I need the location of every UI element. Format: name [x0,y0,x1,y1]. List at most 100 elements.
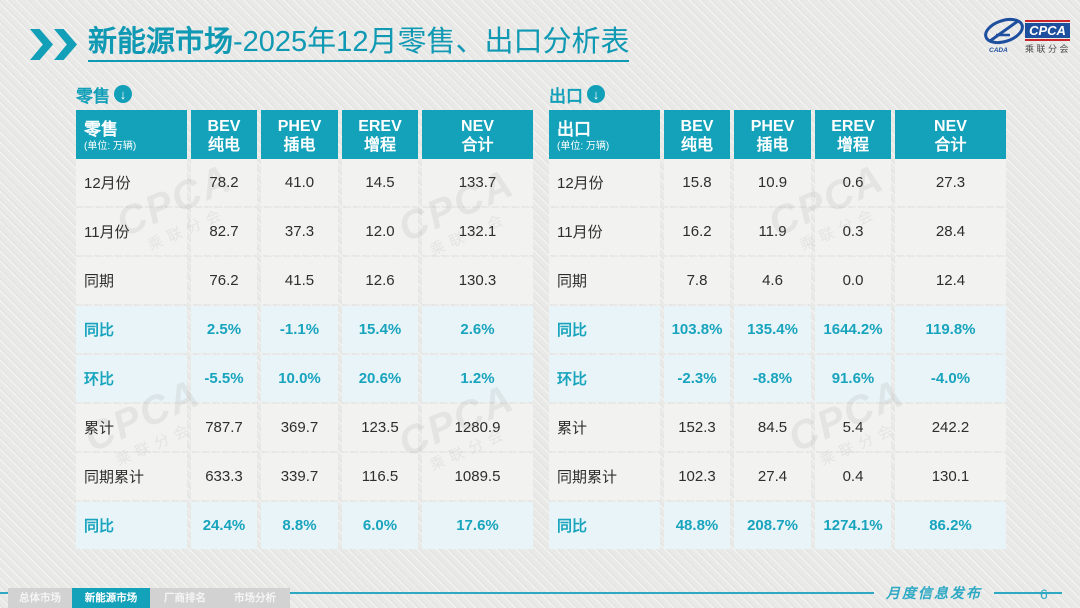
tab-2[interactable]: 新能源市场 [72,588,150,608]
footer-rule: 月度信息发布 [0,583,1062,603]
table-cell: 102.3 [664,453,730,500]
table-cell: 208.7% [734,502,811,549]
table-cell: 15.8 [664,159,730,206]
tab-3[interactable]: 厂商排名 [164,592,206,604]
column-header: EREV 增程 [342,110,418,164]
table-cell: 0.0 [815,257,891,304]
table-cell: 41.5 [261,257,338,304]
table-unit-note: (单位: 万辆) [557,140,610,152]
export-section-header: 出口 ↓ [549,83,1006,106]
down-arrow-icon: ↓ [587,85,605,103]
table-unit-note: (单位: 万辆) [84,140,137,152]
row-label: 同期 [549,257,660,304]
table-cell: 15.4% [342,306,418,353]
tab-1[interactable]: 总体市场 [19,592,61,604]
table-cell: 123.5 [342,404,418,451]
column-header: NEV 合计 [422,110,533,164]
table-cell: -8.8% [734,355,811,402]
table-cell: 0.3 [815,208,891,255]
row-label: 累计 [549,404,660,451]
table-cell: 82.7 [191,208,257,255]
table-cell: 27.4 [734,453,811,500]
table-cell: 2.6% [422,306,533,353]
table-cell: 787.7 [191,404,257,451]
row-label: 11月份 [549,208,660,255]
table-cell: 1.2% [422,355,533,402]
table-cell: 5.4 [815,404,891,451]
table-cell: 28.4 [895,208,1006,255]
column-header: EREV 增程 [815,110,891,164]
table-corner-header: 零售 (单位: 万辆) [76,110,187,164]
logo-cpca-text: CPCA [1029,23,1066,38]
row-label: 环比 [549,355,660,402]
table-corner-title: 零售 [84,120,118,140]
table-cell: 2.5% [191,306,257,353]
footer-caption: 月度信息发布 [886,587,982,602]
table-cell: 86.2% [895,502,1006,549]
retail-table: 零售 (单位: 万辆) BEV 纯电 PHEV 插电 EREV 增程 NEV 合计 12月份 78.2… [76,110,533,549]
page-title: 新能源市场-2025年12月零售、出口分析表 [88,26,630,62]
row-label: 同期累计 [549,453,660,500]
table-cell: 8.8% [261,502,338,549]
table-cell: 84.5 [734,404,811,451]
table-cell: 20.6% [342,355,418,402]
table-cell: 14.5 [342,159,418,206]
table-cell: 24.4% [191,502,257,549]
table-cell: -5.5% [191,355,257,402]
column-header: BEV 纯电 [664,110,730,164]
table-cell: 17.6% [422,502,533,549]
table-cell: 369.7 [261,404,338,451]
table-cell: 119.8% [895,306,1006,353]
slide-header: 新能源市场-2025年12月零售、出口分析表 [30,26,630,62]
table-cell: 10.0% [261,355,338,402]
table-cell: 4.6 [734,257,811,304]
row-label: 同比 [549,306,660,353]
table-cell: 1280.9 [422,404,533,451]
table-cell: 0.6 [815,159,891,206]
row-label: 环比 [76,355,187,402]
table-cell: 76.2 [191,257,257,304]
row-label: 12月份 [76,159,187,206]
table-cell: 242.2 [895,404,1006,451]
tab-4[interactable]: 市场分析 [234,592,276,604]
table-cell: 37.3 [261,208,338,255]
row-label: 同比 [549,502,660,549]
table-cell: 7.8 [664,257,730,304]
table-cell: 339.7 [261,453,338,500]
table-cell: -2.3% [664,355,730,402]
retail-section-label: 零售 [76,86,110,106]
export-table: 出口 (单位: 万辆) BEV 纯电 PHEV 插电 EREV 增程 NEV 合计 12月份 15.8… [549,110,1006,549]
row-label: 同比 [76,306,187,353]
table-cell: 91.6% [815,355,891,402]
export-section-label: 出口 [549,86,583,106]
table-cell: 116.5 [342,453,418,500]
table-cell: 11.9 [734,208,811,255]
table-cell: 6.0% [342,502,418,549]
page-number: 6 [1040,586,1048,602]
logo-subtitle: 乘联分会 [1025,43,1071,54]
table-cell: 1274.1% [815,502,891,549]
table-corner-header: 出口 (单位: 万辆) [549,110,660,164]
column-header: BEV 纯电 [191,110,257,164]
table-corner-title: 出口 [557,120,591,140]
row-label: 同比 [76,502,187,549]
cpca-logo: CADA CPCA 乘联分会 [982,14,1072,63]
table-cell: 130.3 [422,257,533,304]
row-label: 累计 [76,404,187,451]
column-header: NEV 合计 [895,110,1006,164]
page-title-rest: -2025年12月零售、出口分析表 [233,26,630,58]
table-cell: 12.6 [342,257,418,304]
row-label: 同期 [76,257,187,304]
double-chevron-icon [30,28,78,60]
column-header: PHEV 插电 [261,110,338,164]
table-cell: 12.4 [895,257,1006,304]
table-cell: 152.3 [664,404,730,451]
export-section: 出口 ↓ 出口 (单位: 万辆) BEV 纯电 PHEV 插电 EREV 增程 NEV 合计 12月… [549,83,1006,549]
bottom-tab-bar: 总体市场 新能源市场 厂商排名 市场分析 [8,588,290,608]
page-title-highlight: 新能源市场 [88,26,234,58]
table-cell: 16.2 [664,208,730,255]
cpca-logo-graphic: CADA CPCA 乘联分会 [984,17,1071,54]
table-cell: 12.0 [342,208,418,255]
table-cell: 78.2 [191,159,257,206]
